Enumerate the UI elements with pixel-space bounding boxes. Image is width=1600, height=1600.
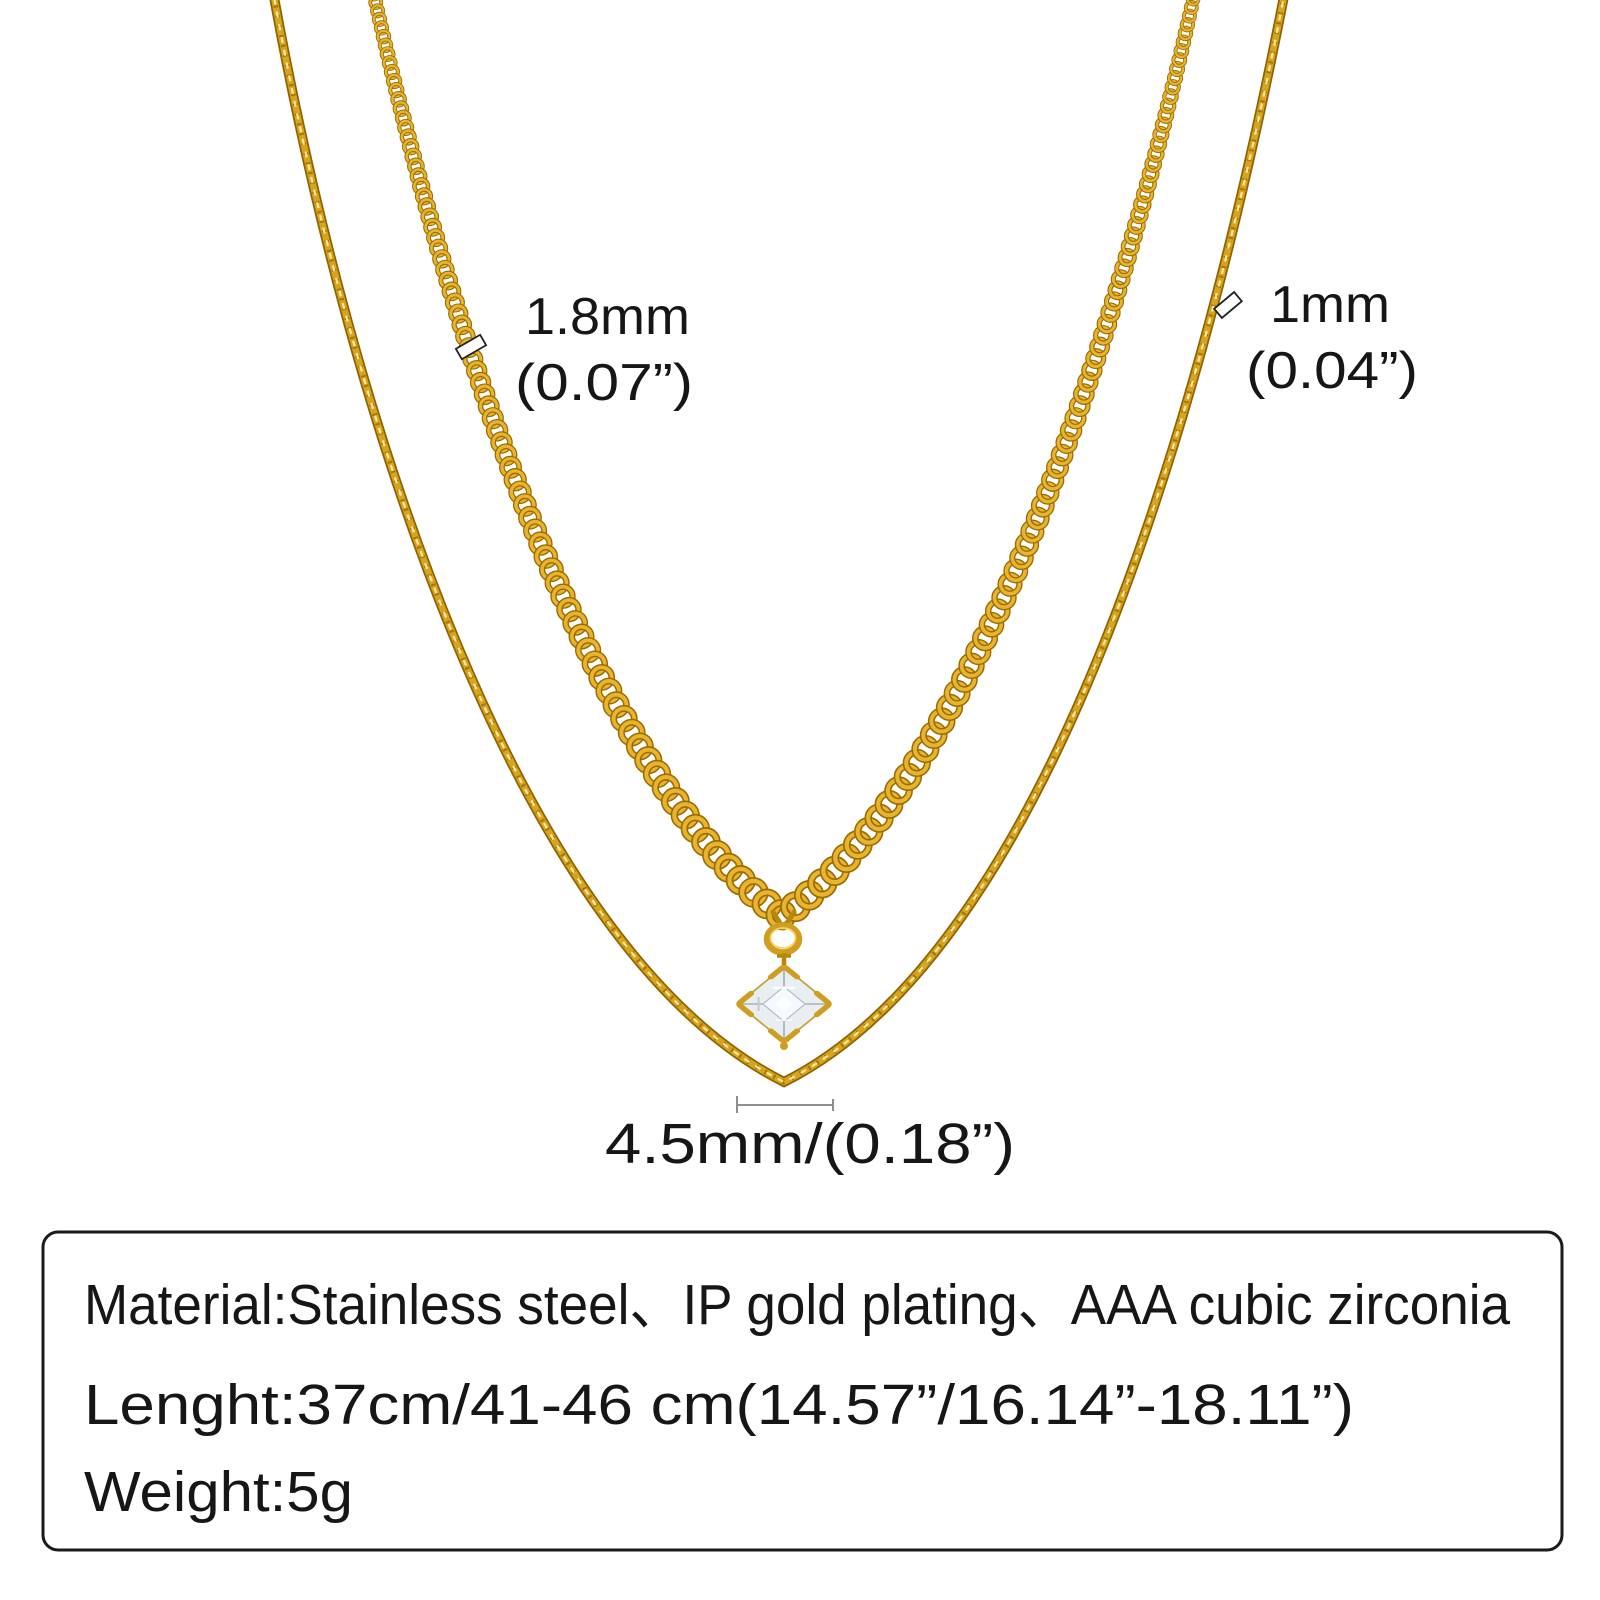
prong: [767, 1028, 801, 1044]
label-cable-chain-inch: (0.07”): [515, 354, 693, 412]
caliper-marker-cable: [454, 333, 488, 361]
stone-sparkle-center: [775, 997, 793, 1011]
specs-box-border: [41, 1230, 1564, 1552]
stone-sparkle: [772, 986, 796, 989]
measure-line-pendant-width: [736, 1096, 834, 1113]
thin-chain: [269, 0, 1289, 1088]
prong: [767, 964, 801, 980]
label-cable-chain-mm: 1.8mm: [525, 288, 690, 346]
stone-shadow-facet: [757, 997, 760, 1011]
prong-ball: [780, 1042, 788, 1050]
cable-chain: [368, 0, 1201, 931]
cz-stone: [736, 964, 832, 1044]
prong: [813, 990, 832, 1018]
caliper-marker-thin: [1212, 290, 1244, 320]
cable-chain-links: [368, 0, 1201, 931]
spec-length: Lenght:37cm/41-46 cm(14.57”/16.14”-18.11…: [84, 1373, 1354, 1437]
label-thin-chain-inch: (0.04”): [1246, 342, 1418, 400]
prong: [736, 990, 755, 1018]
pendant-bail-ring: [763, 922, 803, 956]
pendant-bail-ring-highlight: [769, 927, 797, 949]
spec-weight: Weight:5g: [84, 1460, 353, 1524]
specs-box: Material:Stainless steel、IP gold plating…: [41, 1230, 1564, 1552]
stone-sparkle: [775, 1019, 793, 1022]
pendant: [736, 909, 832, 1050]
label-pendant-width: 4.5mm/(0.18”): [605, 1112, 1015, 1176]
label-thin-chain-mm: 1mm: [1270, 276, 1390, 334]
thin-chain-highlight: [273, 0, 1285, 1084]
spec-material: Material:Stainless steel、IP gold plating…: [84, 1273, 1510, 1337]
